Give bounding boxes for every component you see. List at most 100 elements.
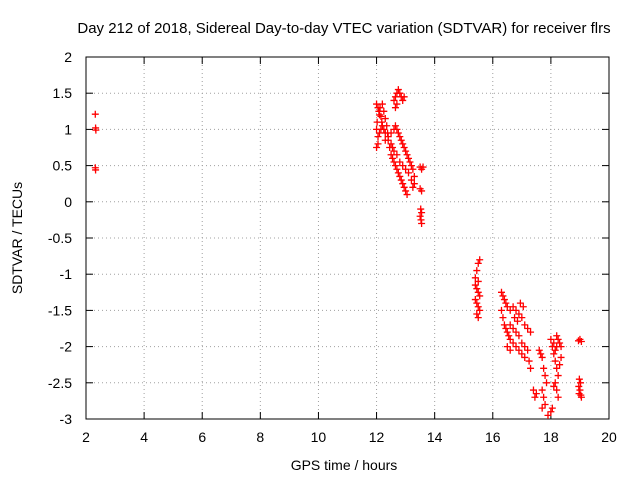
data-point [474, 277, 482, 285]
data-point [373, 125, 381, 133]
data-point [515, 310, 523, 318]
y-tick-label: 1.5 [53, 85, 73, 101]
data-point [553, 343, 561, 351]
data-point [373, 118, 381, 126]
data-point [473, 267, 481, 275]
data-point [524, 325, 532, 332]
chart-title: Day 212 of 2018, Sidereal Day-to-day VTE… [77, 20, 610, 37]
data-point [393, 100, 401, 108]
y-tick-labels: 2 1.5 1 0.5 0 -0.5 -1 -1.5 -2 -2.5 -3 [48, 49, 72, 427]
data-point [554, 335, 562, 343]
data-point [506, 321, 514, 329]
data-point [397, 136, 405, 144]
y-tick-label: -1.5 [48, 302, 72, 318]
x-axis-label: GPS time / hours [291, 457, 398, 473]
data-point [502, 325, 510, 332]
data-point [373, 144, 381, 151]
data-point [518, 314, 526, 322]
data-point [400, 93, 408, 101]
data-point [473, 310, 481, 318]
data-point [476, 292, 484, 300]
x-tick-label: 18 [543, 429, 559, 445]
data-point [418, 187, 426, 195]
data-point [538, 386, 546, 394]
data-point [551, 346, 559, 354]
y-tick-label: 0 [64, 194, 72, 210]
data-point [554, 393, 562, 401]
data-point [387, 129, 395, 137]
data-point [476, 306, 484, 314]
y-tick-label: -0.5 [48, 230, 72, 246]
data-point [538, 353, 546, 361]
data-point [390, 96, 398, 104]
data-point [399, 180, 407, 188]
data-point [383, 122, 391, 130]
x-tick-label: 16 [485, 429, 501, 445]
data-point [502, 299, 510, 307]
data-point [405, 169, 413, 177]
data-point [393, 165, 401, 173]
data-point [409, 183, 417, 191]
data-point [550, 350, 558, 358]
data-point [529, 386, 537, 394]
data-point [513, 317, 521, 325]
data-point [541, 401, 549, 409]
data-point [577, 379, 585, 387]
x-tick-label: 8 [256, 429, 264, 445]
data-point [394, 169, 402, 177]
data-point [396, 89, 404, 97]
data-point [548, 404, 556, 412]
data-point [402, 147, 410, 155]
data-point [471, 274, 479, 282]
data-point [410, 172, 418, 180]
data-point [396, 133, 404, 141]
data-point [397, 176, 405, 184]
data-point [471, 296, 479, 304]
data-point [474, 314, 482, 322]
data-point [402, 187, 410, 195]
x-tick-label: 2 [82, 429, 90, 445]
data-point [557, 353, 565, 361]
data-point [497, 306, 505, 314]
data-point [92, 166, 100, 174]
data-point [91, 110, 99, 118]
data-point [374, 133, 382, 141]
data-point [376, 104, 384, 112]
data-point [554, 372, 562, 380]
data-point [410, 180, 418, 188]
data-point [418, 220, 426, 228]
data-point [515, 346, 523, 354]
data-point [391, 122, 399, 130]
data-point [406, 158, 414, 166]
data-point [384, 133, 392, 141]
data-point [416, 212, 424, 220]
data-point [509, 303, 517, 311]
data-point [532, 390, 540, 398]
data-point [417, 205, 425, 213]
y-axis-label: SDTVAR / TECUs [9, 182, 25, 294]
data-point [511, 314, 519, 322]
data-point [518, 350, 526, 358]
data-point [394, 129, 402, 137]
data-point [543, 379, 551, 387]
data-point [575, 382, 583, 390]
data-point [506, 346, 514, 354]
y-tick-label: -1 [60, 266, 73, 282]
data-point [556, 339, 564, 347]
data-point [375, 111, 383, 119]
data-point [525, 357, 533, 365]
data-point [405, 154, 413, 162]
data-point [402, 165, 410, 173]
data-point [537, 350, 545, 358]
data-point [540, 393, 548, 401]
data-point [503, 343, 511, 351]
data-point [547, 335, 555, 343]
data-point [544, 411, 552, 419]
data-point [503, 328, 511, 336]
data-point [476, 256, 484, 264]
data-point [377, 112, 385, 120]
y-tick-label: -2.5 [48, 375, 72, 391]
data-point [387, 140, 395, 148]
data-point [540, 364, 548, 372]
